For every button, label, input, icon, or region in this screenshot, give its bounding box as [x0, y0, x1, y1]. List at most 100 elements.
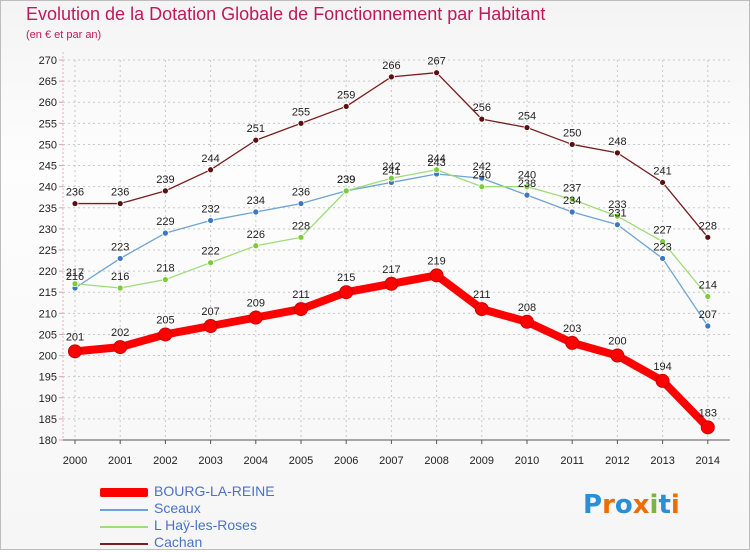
- legend-swatch-bourg-la-reine: [100, 488, 148, 497]
- data-point-bourg-la-reine: [68, 344, 82, 359]
- data-label-sceaux: 243: [427, 157, 445, 169]
- data-point-bourg-la-reine: [474, 302, 489, 317]
- data-point-cachan: [297, 119, 305, 127]
- legend-label: L Haÿ-les-Roses: [154, 517, 257, 533]
- data-point-sceaux: [659, 255, 666, 262]
- data-point-bourg-la-reine: [339, 285, 354, 300]
- data-label-l-ha-les-roses: 216: [111, 271, 129, 283]
- x-tick-label: 2005: [289, 455, 313, 467]
- data-point-cachan: [116, 200, 124, 207]
- data-point-bourg-la-reine: [429, 268, 444, 283]
- data-label-cachan: 250: [563, 127, 581, 139]
- data-label-cachan: 259: [337, 89, 355, 101]
- data-point-l-ha-les-roses: [523, 183, 531, 191]
- data-label-l-ha-les-roses: 244: [427, 153, 445, 165]
- data-label-bourg-la-reine: 194: [653, 361, 671, 373]
- y-tick-label: 210: [39, 308, 57, 320]
- y-tick-label: 185: [39, 414, 57, 426]
- x-tick-label: 2011: [560, 455, 584, 467]
- data-point-cachan: [433, 69, 441, 77]
- y-tick-label: 250: [39, 139, 57, 151]
- data-label-bourg-la-reine: 208: [518, 302, 536, 314]
- data-point-bourg-la-reine: [248, 310, 263, 325]
- data-point-l-ha-les-roses: [297, 233, 305, 241]
- data-label-l-ha-les-roses: 240: [518, 170, 536, 182]
- data-label-bourg-la-reine: 183: [699, 407, 717, 419]
- x-tick-label: 2003: [198, 455, 222, 467]
- y-tick-label: 200: [39, 351, 57, 363]
- data-point-cachan: [207, 166, 215, 174]
- y-tick-label: 220: [39, 266, 57, 278]
- x-tick-label: 2004: [244, 455, 268, 467]
- data-point-bourg-la-reine: [610, 348, 625, 363]
- data-point-bourg-la-reine: [520, 314, 534, 329]
- data-point-l-ha-les-roses: [433, 166, 441, 174]
- data-point-l-ha-les-roses: [478, 183, 486, 191]
- data-point-bourg-la-reine: [700, 420, 715, 435]
- data-point-sceaux: [478, 174, 486, 182]
- data-point-cachan: [71, 200, 79, 207]
- data-label-sceaux: 242: [473, 161, 491, 173]
- x-tick-label: 2009: [470, 455, 494, 467]
- data-label-l-ha-les-roses: 237: [563, 182, 581, 194]
- data-label-sceaux: 231: [608, 208, 626, 220]
- data-point-cachan: [704, 233, 712, 241]
- data-label-bourg-la-reine: 211: [473, 289, 491, 301]
- legend-swatch-sceaux: [100, 509, 148, 511]
- data-point-l-ha-les-roses: [161, 276, 169, 283]
- data-label-cachan: 251: [247, 123, 265, 135]
- data-label-sceaux: 223: [111, 241, 129, 253]
- data-label-bourg-la-reine: 215: [337, 272, 355, 284]
- data-label-l-ha-les-roses: 214: [699, 279, 717, 291]
- data-point-bourg-la-reine: [113, 340, 128, 355]
- data-label-bourg-la-reine: 207: [201, 306, 219, 318]
- x-tick-label: 2007: [379, 455, 403, 467]
- legend-label: Sceaux: [154, 500, 201, 516]
- data-label-sceaux: 234: [563, 195, 581, 207]
- data-point-l-ha-les-roses: [71, 280, 79, 288]
- data-point-l-ha-les-roses: [207, 259, 215, 267]
- data-label-bourg-la-reine: 219: [427, 255, 445, 267]
- data-point-cachan: [523, 124, 531, 131]
- data-point-sceaux: [523, 191, 531, 199]
- x-tick-label: 2000: [63, 455, 87, 467]
- data-point-l-ha-les-roses: [568, 195, 576, 203]
- legend-label: BOURG-LA-REINE: [154, 483, 275, 499]
- legend-swatch-cachan: [100, 543, 148, 545]
- data-point-sceaux: [568, 208, 576, 216]
- data-label-cachan: 248: [608, 136, 626, 148]
- y-tick-label: 205: [39, 329, 57, 341]
- data-point-l-ha-les-roses: [614, 212, 621, 220]
- data-label-l-ha-les-roses: 218: [156, 263, 174, 275]
- data-point-cachan: [387, 73, 395, 81]
- data-point-cachan: [568, 141, 576, 148]
- data-point-bourg-la-reine: [565, 335, 580, 350]
- data-label-cachan: 266: [382, 60, 400, 72]
- x-tick-label: 2014: [696, 455, 720, 467]
- data-point-l-ha-les-roses: [387, 174, 395, 182]
- data-label-cachan: 254: [518, 111, 536, 123]
- data-point-cachan: [614, 149, 621, 157]
- data-label-l-ha-les-roses: 239: [337, 174, 355, 186]
- data-label-l-ha-les-roses: 227: [653, 225, 671, 237]
- data-point-sceaux: [207, 217, 215, 224]
- data-point-sceaux: [161, 229, 169, 237]
- data-point-sceaux: [614, 221, 621, 229]
- data-label-cachan: 239: [156, 174, 174, 186]
- data-label-sceaux: 229: [156, 216, 174, 228]
- data-point-cachan: [659, 179, 666, 186]
- data-point-bourg-la-reine: [294, 302, 308, 317]
- x-tick-label: 2012: [605, 455, 629, 467]
- data-label-cachan: 256: [473, 102, 491, 114]
- proxiti-logo: Proxiti: [583, 490, 680, 520]
- data-label-sceaux: 236: [292, 187, 310, 199]
- data-point-bourg-la-reine: [158, 327, 173, 342]
- data-point-cachan: [478, 115, 486, 123]
- data-point-cachan: [161, 187, 169, 195]
- y-tick-label: 265: [39, 76, 57, 88]
- data-label-sceaux: 232: [201, 203, 219, 215]
- data-point-bourg-la-reine: [203, 319, 218, 333]
- chart-title: Evolution de la Dotation Globale de Fonc…: [26, 4, 546, 24]
- data-label-sceaux: 216: [66, 271, 84, 283]
